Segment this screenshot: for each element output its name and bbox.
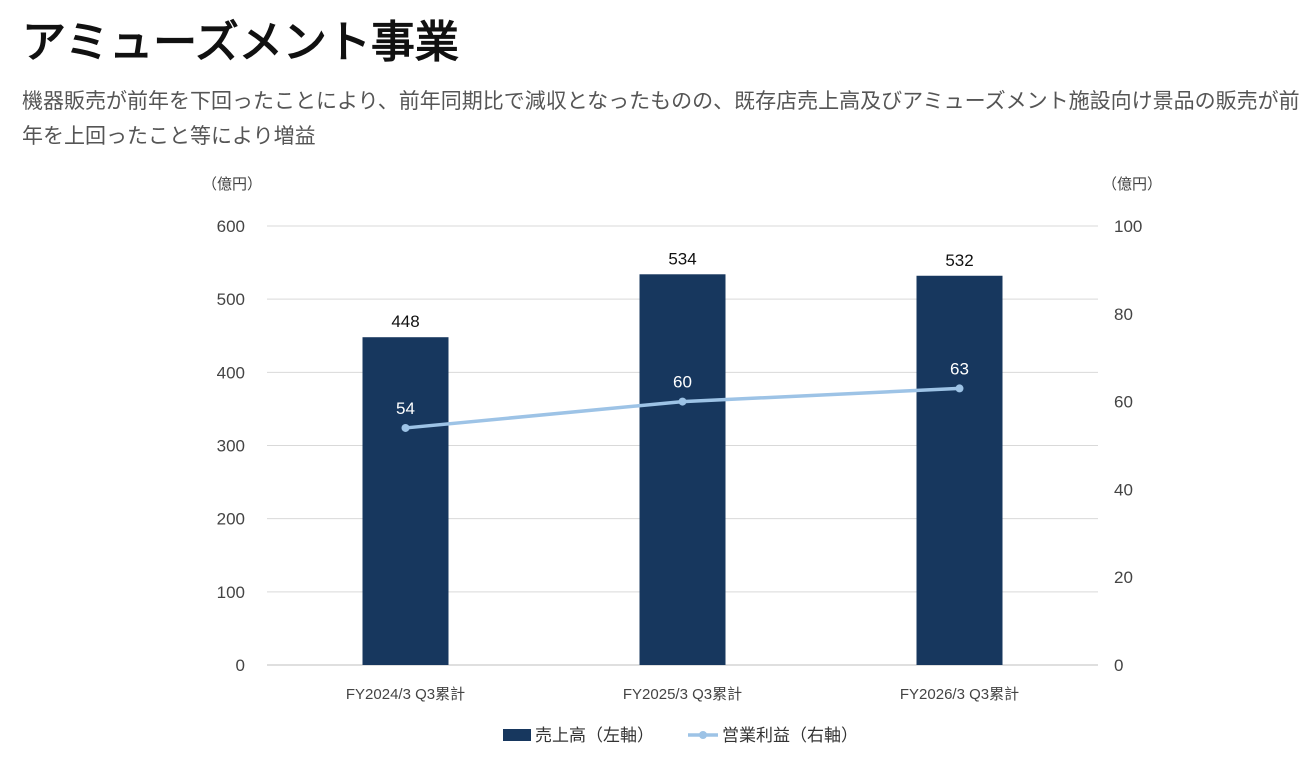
line-data-label: 60 <box>673 373 692 392</box>
right-tick-label: 100 <box>1114 217 1142 236</box>
page-description: 機器販売が前年を下回ったことにより、前年同期比で減収となったものの、既存店売上高… <box>22 89 1300 148</box>
bar-data-label: 532 <box>945 251 973 270</box>
bar <box>639 274 726 665</box>
x-tick-label: FY2024/3 Q3累計 <box>346 686 465 703</box>
x-tick-label: FY2025/3 Q3累計 <box>623 686 742 703</box>
right-tick-label: 20 <box>1114 568 1133 587</box>
line-point <box>955 384 964 393</box>
bar-series <box>362 274 1003 665</box>
right-axis-unit: （億円） <box>1102 176 1162 193</box>
right-tick-label: 60 <box>1114 393 1133 412</box>
line-point <box>401 423 410 432</box>
left-tick-label: 400 <box>217 363 245 382</box>
line-data-label: 54 <box>396 399 415 418</box>
page-title: アミューズメント事業 <box>22 17 459 68</box>
right-tick-label: 80 <box>1114 305 1133 324</box>
left-tick-label: 0 <box>236 656 245 675</box>
axes: 0 100 200 300 400 500 600 0 20 40 60 80 100 （億円） （億円） F… <box>202 176 1162 703</box>
bar <box>362 337 449 665</box>
bar-data-label: 534 <box>668 249 696 268</box>
legend-bar-label: 売上高（左軸） <box>535 726 654 745</box>
left-tick-label: 600 <box>217 217 245 236</box>
line-data-label: 63 <box>950 359 969 378</box>
legend-line-marker <box>699 731 707 739</box>
left-tick-label: 100 <box>217 583 245 602</box>
left-axis-unit: （億円） <box>202 176 262 193</box>
left-tick-label: 300 <box>217 437 245 456</box>
data-labels: 448 534 532 54 60 63 <box>391 249 973 418</box>
bar-data-label: 448 <box>391 312 419 331</box>
legend: 売上高（左軸） 営業利益（右軸） <box>503 726 858 745</box>
line-point <box>678 397 687 406</box>
x-tick-label: FY2026/3 Q3累計 <box>900 686 1019 703</box>
right-tick-label: 40 <box>1114 480 1133 499</box>
legend-bar-swatch <box>503 729 531 741</box>
left-tick-label: 500 <box>217 290 245 309</box>
line-series <box>401 384 964 432</box>
legend-line-label: 営業利益（右軸） <box>722 726 858 745</box>
left-tick-label: 200 <box>217 510 245 529</box>
right-tick-label: 0 <box>1114 656 1123 675</box>
bar <box>916 275 1003 665</box>
